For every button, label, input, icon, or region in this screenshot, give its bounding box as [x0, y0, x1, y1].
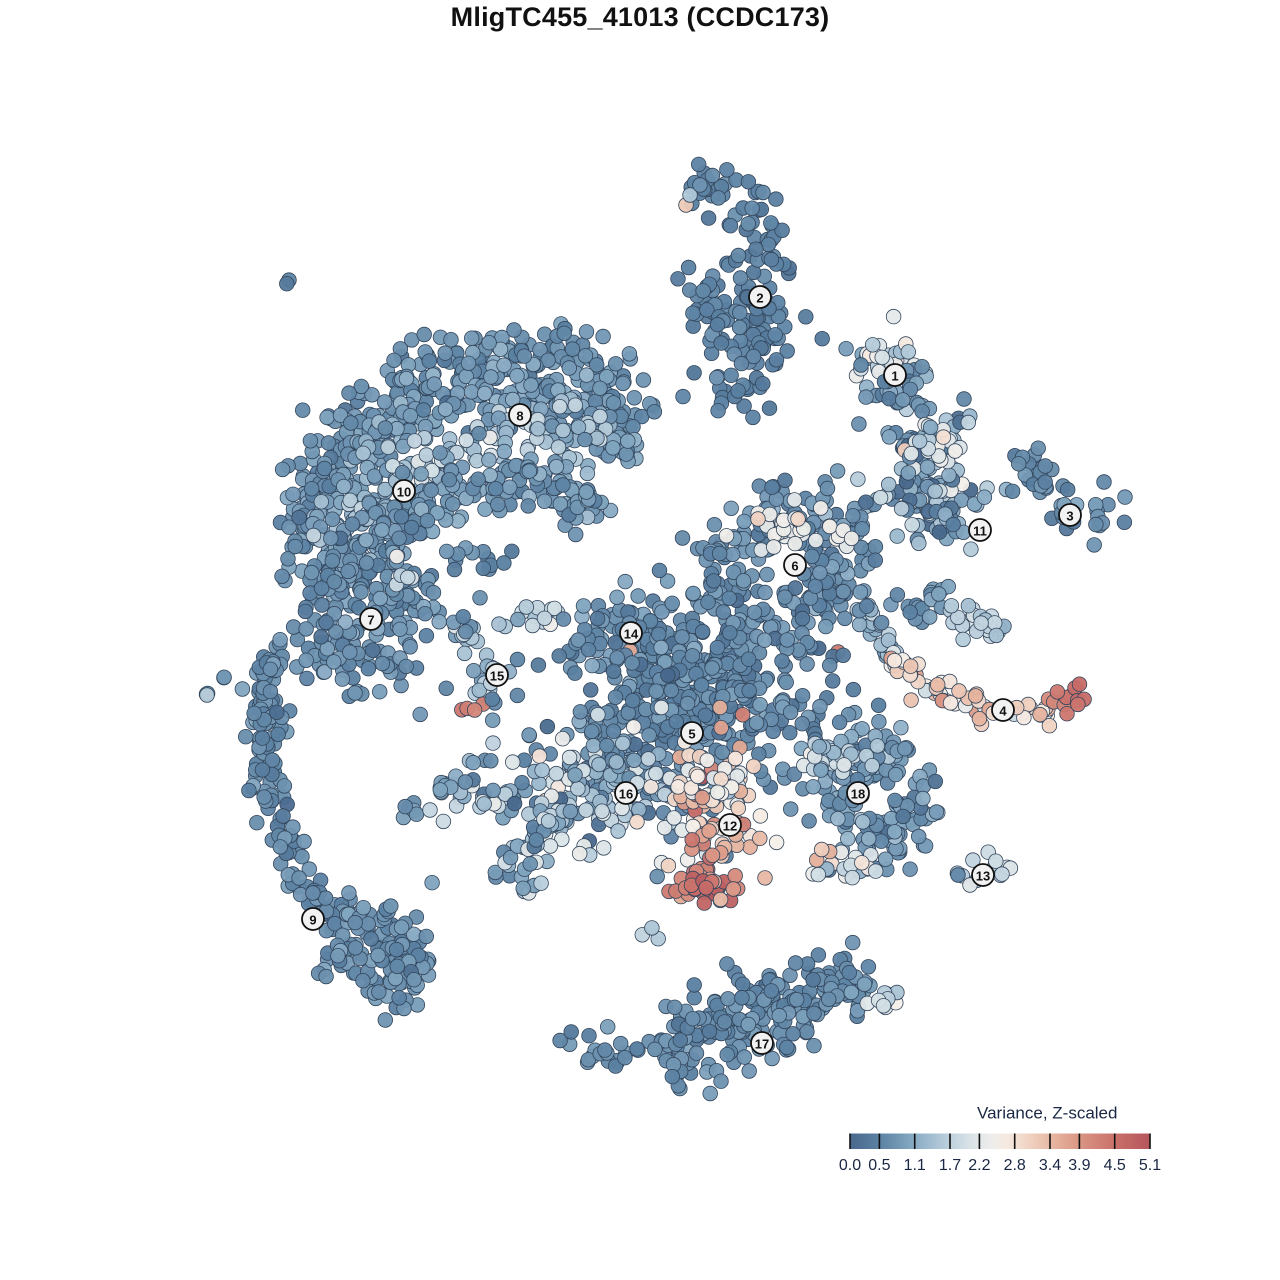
svg-text:4: 4 [999, 704, 1007, 719]
svg-text:9: 9 [309, 913, 316, 928]
svg-text:3: 3 [1066, 509, 1073, 524]
svg-text:1: 1 [891, 369, 898, 384]
svg-text:12: 12 [723, 819, 737, 834]
svg-text:2.2: 2.2 [968, 1157, 990, 1174]
svg-text:8: 8 [516, 409, 523, 424]
svg-text:5.1: 5.1 [1139, 1157, 1161, 1174]
svg-text:Variance, Z-scaled: Variance, Z-scaled [977, 1104, 1117, 1123]
svg-text:2.8: 2.8 [1004, 1157, 1026, 1174]
svg-text:0.5: 0.5 [868, 1157, 890, 1174]
svg-text:7: 7 [367, 613, 374, 628]
svg-text:3.4: 3.4 [1039, 1157, 1061, 1174]
svg-text:15: 15 [490, 669, 504, 684]
svg-text:17: 17 [755, 1037, 769, 1052]
svg-text:16: 16 [619, 787, 633, 802]
svg-text:4.5: 4.5 [1104, 1157, 1126, 1174]
svg-text:3.9: 3.9 [1068, 1157, 1090, 1174]
svg-text:0.0: 0.0 [839, 1157, 861, 1174]
svg-text:13: 13 [976, 869, 990, 884]
svg-text:6: 6 [791, 559, 798, 574]
svg-text:5: 5 [688, 727, 695, 742]
svg-text:2: 2 [756, 291, 763, 306]
svg-text:1.1: 1.1 [904, 1157, 926, 1174]
svg-text:14: 14 [624, 627, 639, 642]
svg-text:1.7: 1.7 [939, 1157, 961, 1174]
svg-text:18: 18 [851, 787, 865, 802]
svg-text:10: 10 [397, 485, 411, 500]
svg-text:11: 11 [973, 524, 987, 539]
